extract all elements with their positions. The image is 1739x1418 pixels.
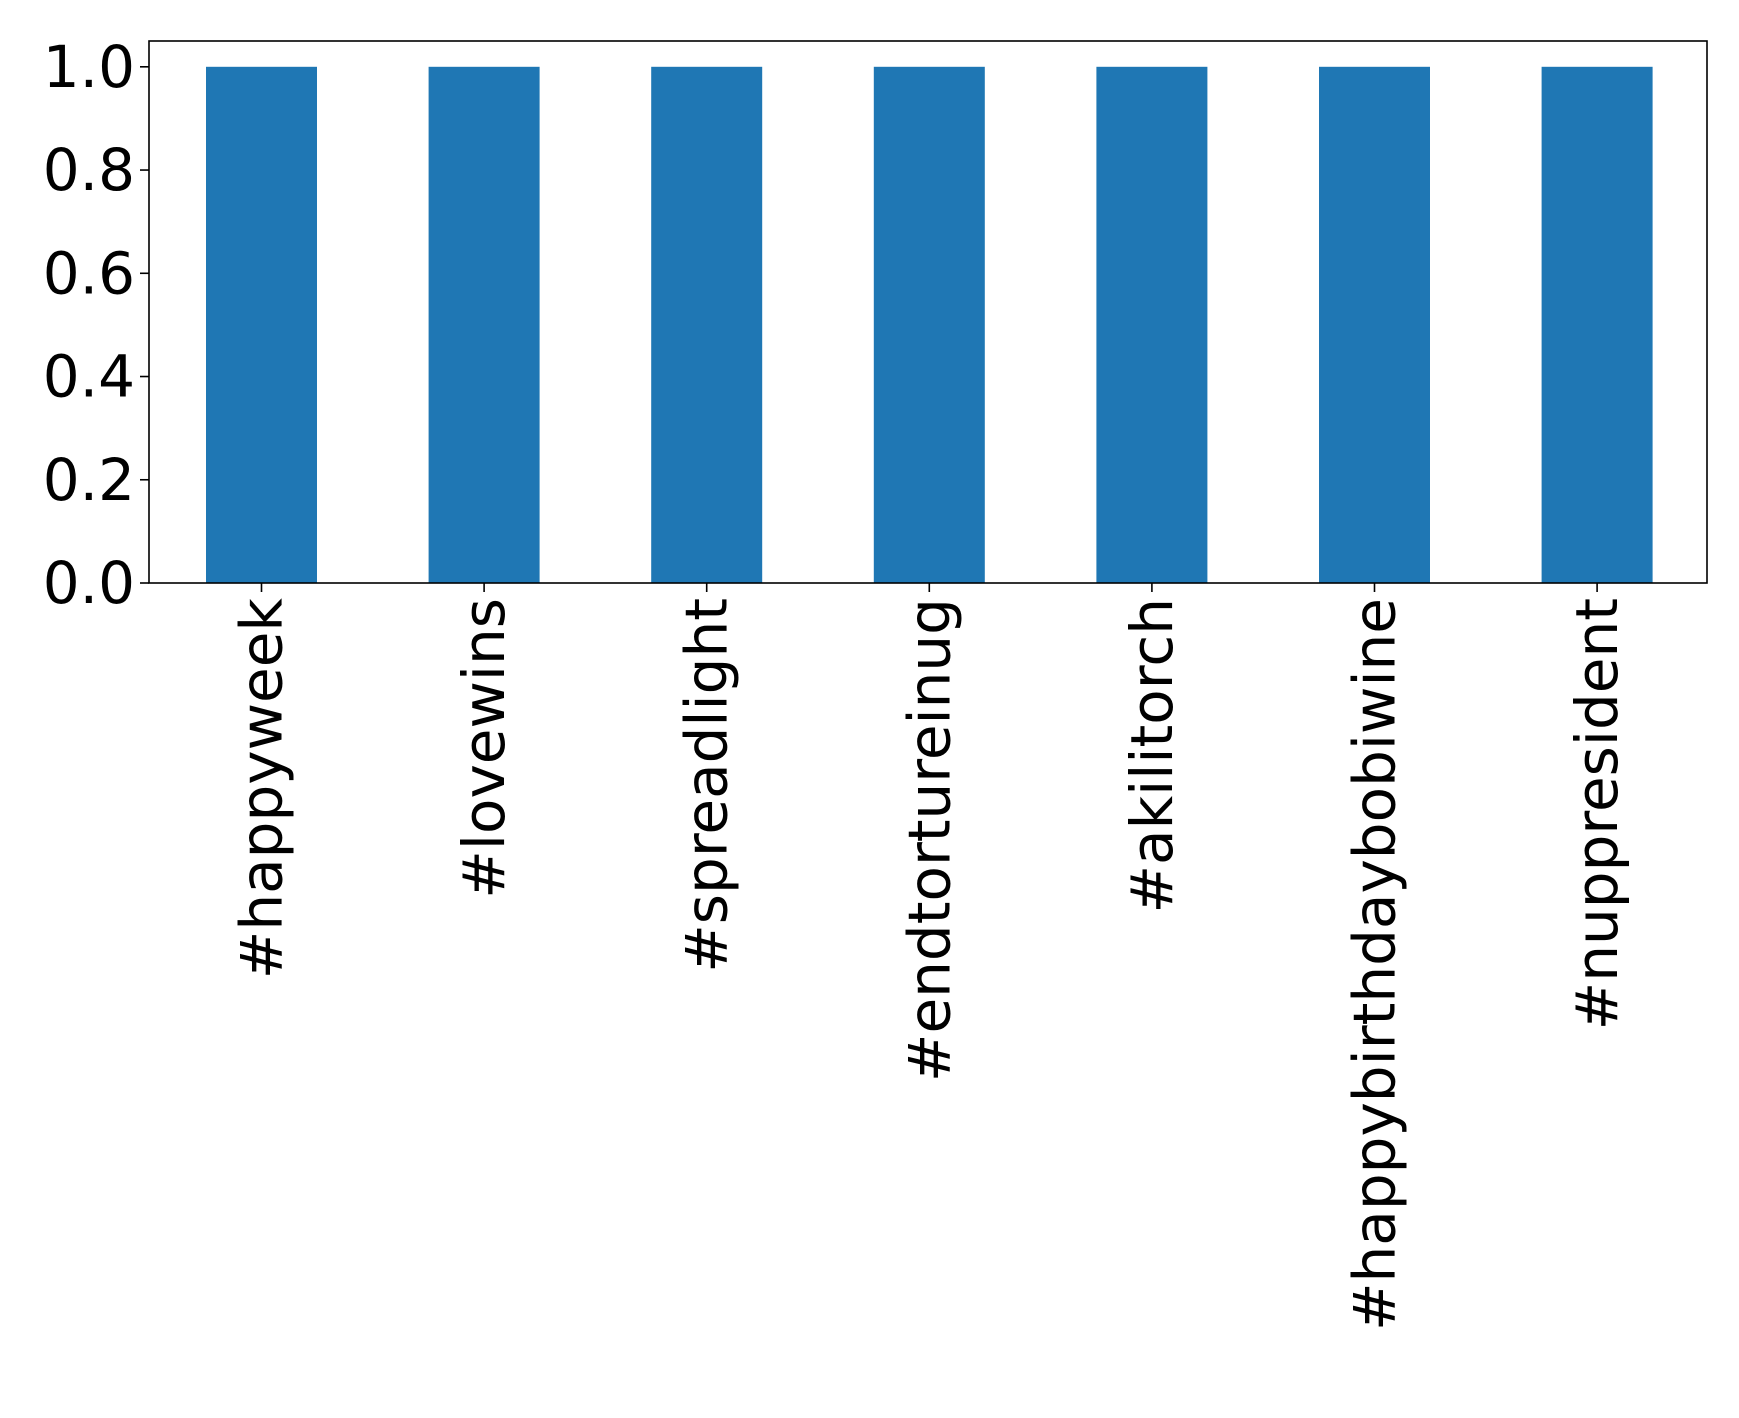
y-tick-label: 0.0 [43, 549, 135, 617]
x-axis-ticks: #happyweek #lovewins #spreadlight #endtortu… [228, 583, 1631, 1331]
y-tick-label: 0.8 [43, 136, 135, 204]
x-tick-label: #akilitorch [1118, 598, 1186, 914]
bar-happybirthdaybobiwine [1319, 66, 1430, 584]
plot-frame [148, 40, 1708, 584]
bar-endtortureinug [873, 66, 985, 584]
y-tick-label: 0.4 [43, 343, 135, 411]
x-tick-label: #spreadlight [673, 598, 741, 973]
bar-nuppresident [1541, 66, 1653, 584]
x-tick-label: #happybirthdaybobiwine [1341, 598, 1409, 1331]
bar-spreadlight [651, 66, 763, 584]
y-tick-label: 1.0 [43, 33, 135, 101]
x-tick-label: #nuppresident [1563, 598, 1631, 1030]
x-tick-label: #endtortureinug [895, 598, 963, 1082]
x-tick-label: #lovewins [450, 598, 518, 899]
y-tick-label: 0.6 [43, 239, 135, 307]
y-axis-ticks: 0.0 0.2 0.4 0.6 0.8 1.0 [43, 33, 149, 617]
bar-happyweek [206, 66, 317, 584]
bars-layer [206, 66, 1653, 584]
bar-akilitorch [1096, 66, 1208, 584]
axes-layer [148, 40, 1708, 584]
bar-lovewins [428, 66, 540, 584]
y-tick-label: 0.2 [43, 446, 135, 514]
x-tick-label: #happyweek [228, 598, 296, 980]
